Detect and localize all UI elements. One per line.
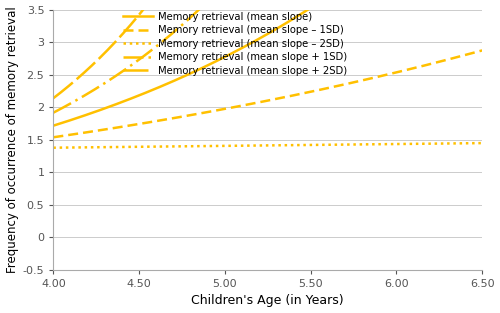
Y-axis label: Frequency of occurrence of memory retrieval: Frequency of occurrence of memory retrie… [6, 6, 18, 273]
X-axis label: Children's Age (in Years): Children's Age (in Years) [192, 295, 344, 307]
Legend: Memory retrieval (mean slope), Memory retrieval (mean slope – 1SD), Memory retri: Memory retrieval (mean slope), Memory re… [122, 12, 347, 76]
